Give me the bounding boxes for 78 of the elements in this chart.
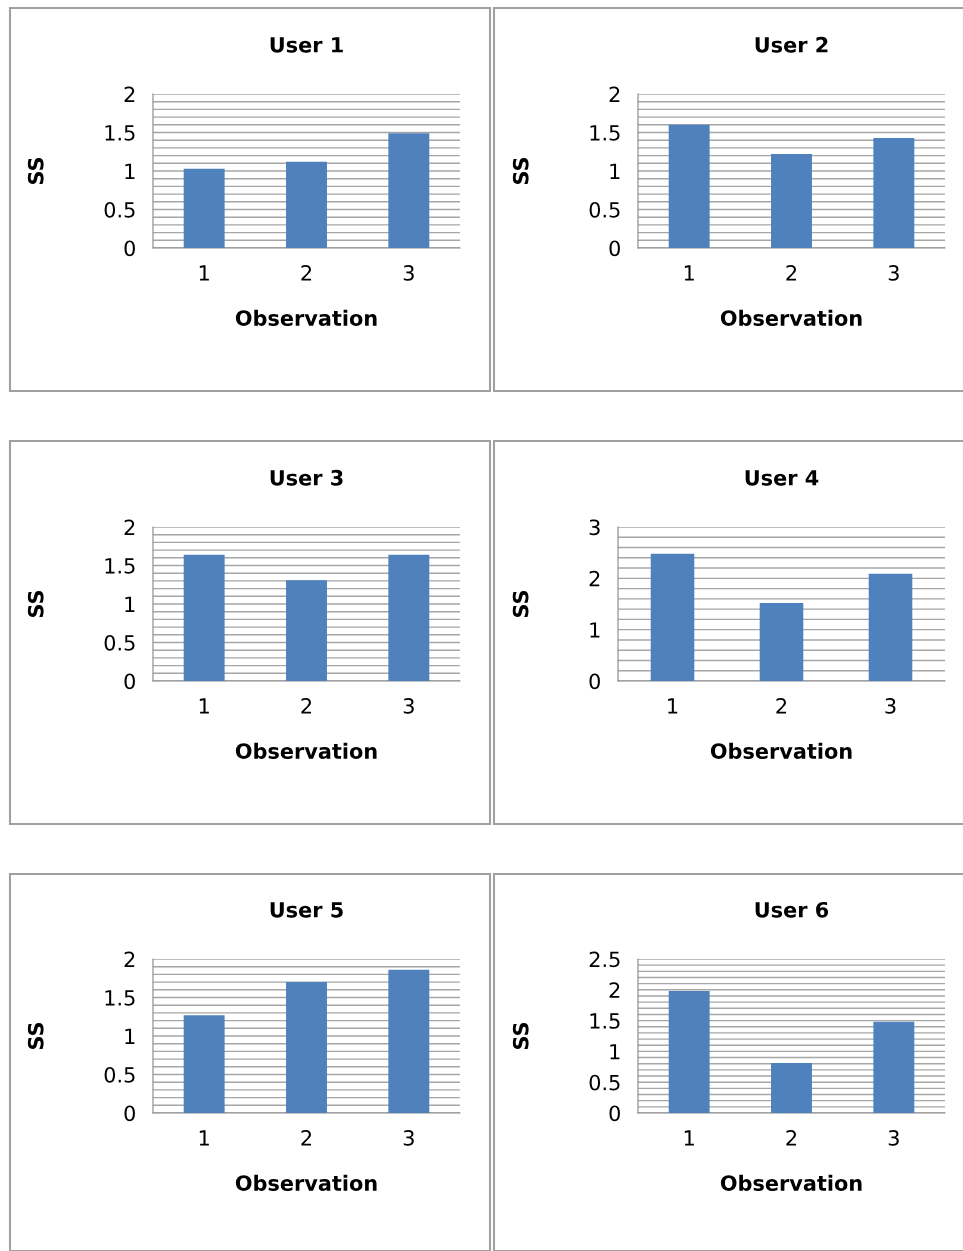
y-tick-label: 1.5 [590,1013,620,1029]
y-tick-label: 0.5 [589,201,620,218]
x-tick-label: 1 [668,698,678,714]
x-axis-title: Observation [235,1174,377,1191]
y-tick-label: 1.5 [105,125,135,141]
x-tick-label: 3 [888,1130,899,1146]
y-tick-label: 1.5 [105,558,135,574]
bar [286,982,327,1113]
chart-title: User 1 [270,37,343,53]
y-tick-label: 1 [610,1044,620,1060]
x-tick-label: 3 [885,698,896,714]
y-axis-title: SS [27,157,44,185]
x-tick-label: 1 [684,1130,694,1146]
x-axis-title: Observation [720,309,862,326]
chart-title: User 6 [755,901,829,918]
bar [286,161,327,248]
y-tick-label: 2 [124,86,135,102]
x-tick-label: 1 [684,265,694,281]
x-tick-label: 2 [301,1130,312,1146]
y-tick-label: 0.5 [104,634,135,651]
x-tick-label: 2 [786,1130,797,1146]
y-tick-label: 0.5 [589,1074,620,1091]
chart-title: User 4 [745,470,819,486]
x-tick-label: 1 [199,1130,209,1146]
y-tick-label: 2 [589,570,600,587]
x-tick-label: 1 [199,698,209,714]
y-tick-label: 0 [589,673,600,690]
x-tick-label: 2 [301,698,312,714]
chart-title: User 2 [755,36,828,53]
y-tick-label: 1 [590,622,600,638]
y-tick-label: 2 [124,951,135,967]
y-tick-label: 1 [125,1028,135,1044]
y-axis-title: SS [27,590,44,618]
y-tick-label: 0.5 [104,201,135,218]
chart-title: User 5 [270,902,343,918]
x-tick-label: 3 [403,1130,414,1146]
x-tick-label: 2 [301,265,312,281]
x-tick-label: 3 [403,698,414,714]
y-tick-label: 0 [124,240,135,257]
x-tick-label: 3 [888,265,899,281]
chart-title: User 3 [270,469,343,486]
bar [650,553,695,681]
x-axis-title: Observation [235,742,377,759]
bar [388,133,430,248]
x-tick-label: 2 [786,265,797,281]
y-tick-label: 1.5 [590,125,620,141]
y-tick-label: 0 [609,1105,620,1122]
y-tick-label: 2 [124,519,135,535]
y-tick-label: 1 [610,163,620,179]
y-tick-label: 0.5 [104,1066,135,1083]
x-axis-title: Observation [235,309,377,326]
y-tick-label: 0 [124,673,135,690]
bar [668,991,710,1113]
x-axis-title: Observation [710,742,852,759]
y-tick-label: 0 [124,1105,135,1122]
x-tick-label: 3 [403,265,414,281]
bar [183,168,225,248]
bar [868,573,913,681]
y-tick-label: 3 [589,519,600,536]
bar [771,1063,812,1113]
bar [873,1021,915,1113]
y-tick-label: 1 [125,163,135,179]
x-tick-label: 2 [776,698,787,714]
x-axis-title: Observation [720,1174,862,1191]
bar [183,1015,225,1113]
bar [388,969,430,1113]
y-axis-title: SS [512,157,529,185]
bar [759,602,804,681]
x-tick-label: 1 [199,265,209,281]
y-tick-label: 2 [609,86,620,102]
y-tick-label: 1.5 [105,990,135,1006]
y-axis-title: SS [512,1022,529,1050]
y-tick-label: 2.5 [589,951,620,968]
y-axis-title: SS [27,1022,44,1050]
y-axis-title: SS [512,590,529,618]
y-tick-label: 0 [609,240,620,257]
y-tick-label: 2 [609,982,620,998]
y-tick-label: 1 [125,596,135,612]
